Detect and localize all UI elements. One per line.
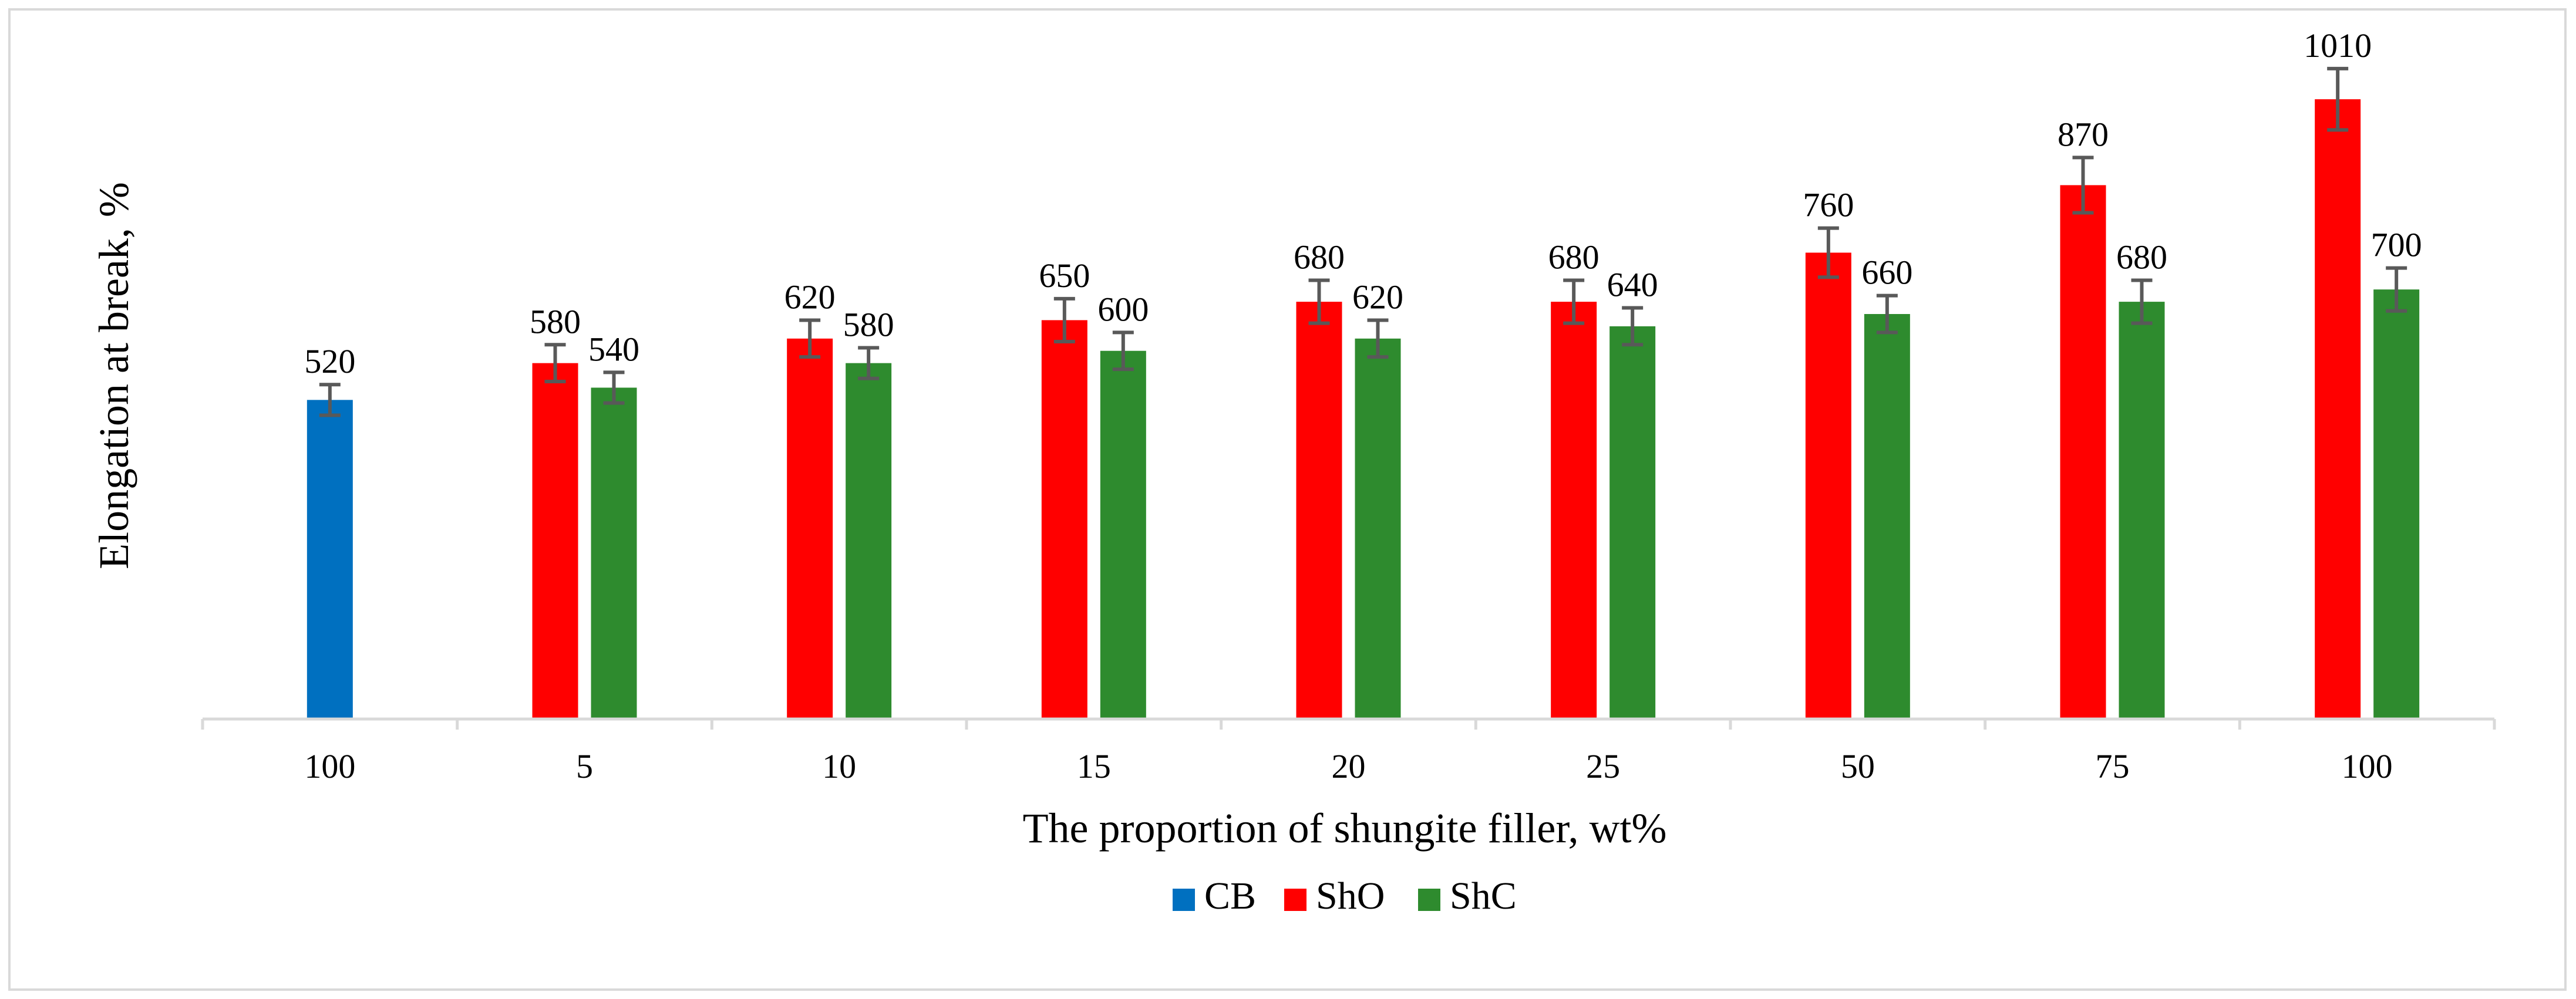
data-label-sho: 870	[2058, 115, 2109, 153]
x-tick-label: 5	[576, 747, 593, 785]
data-label-shc: 640	[1607, 266, 1658, 304]
bar-sho-20	[1296, 302, 1342, 719]
legend-label-shc: ShC	[1450, 875, 1517, 917]
x-tick-label: 100	[2342, 747, 2393, 785]
error-bars-layer	[319, 66, 2407, 417]
data-label-shc: 620	[1352, 278, 1403, 316]
data-label-sho: 1010	[2304, 26, 2372, 65]
x-tick-label: 100	[304, 747, 355, 785]
data-label-shc: 680	[2116, 238, 2167, 276]
x-tick-label: 10	[822, 747, 856, 785]
data-label-shc: 580	[843, 306, 894, 344]
bar-sho-5	[532, 363, 578, 719]
bar-sho-10	[787, 338, 833, 719]
legend-swatch-sho	[1284, 889, 1306, 911]
x-tick-label: 15	[1077, 747, 1111, 785]
bar-sho-100	[2315, 99, 2361, 719]
bars-layer	[307, 99, 2420, 719]
y-axis-title: Elongation at break, %	[90, 182, 137, 569]
x-axis	[201, 717, 2496, 730]
data-label-sho: 760	[1803, 186, 1854, 224]
legend-swatch-cb	[1173, 889, 1195, 911]
x-tick-label: 75	[2096, 747, 2130, 785]
bar-shc-25	[1609, 326, 1656, 719]
data-label-sho: 580	[530, 302, 581, 340]
bar-shc-100	[2373, 289, 2420, 719]
data-labels-layer: 5205805406205806506006806206806407606608…	[304, 26, 2422, 380]
data-label-sho: 620	[784, 278, 836, 316]
data-label-shc: 700	[2371, 226, 2422, 264]
bar-sho-75	[2060, 185, 2106, 719]
x-tick-label: 20	[1332, 747, 1366, 785]
x-tick-label: 25	[1586, 747, 1620, 785]
bar-sho-25	[1551, 302, 1597, 719]
legend: CB ShO ShC	[1173, 875, 1517, 917]
bar-sho-50	[1805, 252, 1851, 719]
x-axis-title: The proportion of shungite filler, wt%	[1023, 805, 1667, 852]
x-tick-labels: 100 5 10 15 20 25 50 75 100	[304, 747, 2392, 785]
data-label-shc: 540	[588, 330, 639, 368]
data-label-shc: 600	[1097, 290, 1149, 328]
bar-sho-15	[1041, 320, 1087, 719]
data-label-cb: 520	[304, 342, 355, 380]
data-label-shc: 660	[1861, 254, 1912, 292]
bar-shc-5	[591, 387, 637, 719]
bar-shc-20	[1355, 338, 1401, 719]
bar-cb-100	[307, 400, 353, 719]
x-tick-label: 50	[1841, 747, 1875, 785]
data-label-sho: 650	[1039, 256, 1090, 295]
bar-shc-10	[846, 363, 892, 719]
bar-shc-75	[2119, 302, 2165, 719]
bar-shc-15	[1100, 350, 1146, 719]
legend-label-sho: ShO	[1316, 875, 1385, 917]
data-label-sho: 680	[1294, 238, 1345, 276]
legend-swatch-shc	[1418, 889, 1440, 911]
data-label-sho: 680	[1548, 238, 1600, 276]
legend-label-cb: CB	[1204, 875, 1256, 917]
bar-shc-50	[1864, 314, 1910, 719]
